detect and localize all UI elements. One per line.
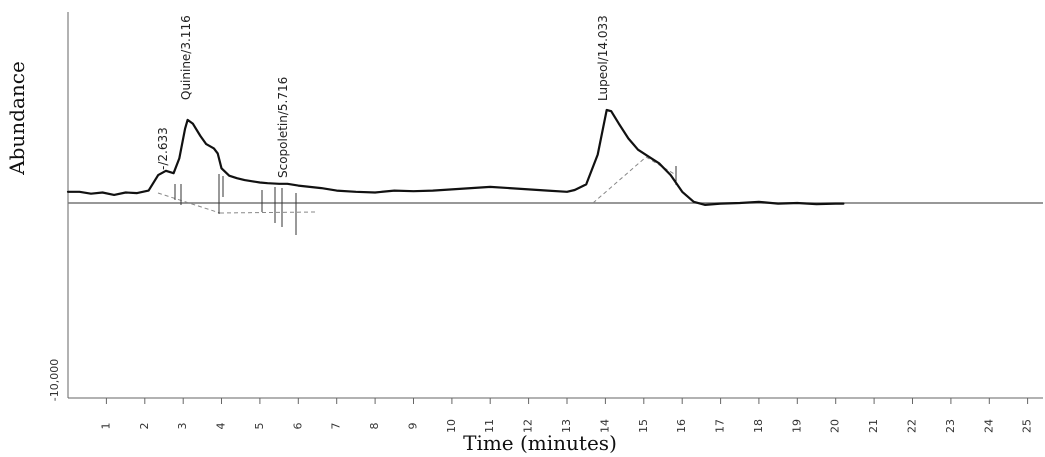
x-tick-label: 3 — [176, 423, 189, 430]
integration-line-2 — [219, 211, 316, 214]
y-tick-label: -10,000 — [48, 359, 61, 401]
chromatogram-trace — [66, 108, 845, 206]
peak-annotation: Lupeol/14.033 — [596, 15, 610, 101]
y-axis-label: Abundance — [5, 61, 29, 176]
integration-layer — [157, 156, 677, 235]
tick-layer: 1 2 3 4 5 6 7 8 9 10 11 12 13 14 15 16 17 18 19 20 21 22 23 24 2… — [99, 398, 1034, 433]
x-tick-label: 9 — [407, 423, 420, 430]
integration-line-3 — [592, 156, 647, 204]
x-tick-label: 1 — [99, 423, 112, 430]
x-tick-label: 8 — [368, 423, 381, 430]
x-tick-label: 25 — [1021, 419, 1034, 433]
x-tick-label: 23 — [944, 419, 957, 433]
x-tick-label: 15 — [637, 419, 650, 433]
annotation-layer: -/2.633 Quinine/3.116 Scopoletin/5.716 Lupe… — [156, 15, 610, 178]
axes-layer: Abundance Time (minutes) -10,000 — [5, 12, 1043, 455]
peak-annotation: Quinine/3.116 — [179, 15, 193, 100]
x-tick-label: 22 — [906, 419, 919, 433]
x-tick-label: 21 — [867, 419, 880, 433]
trace-layer — [66, 108, 845, 206]
x-tick-label: 18 — [752, 419, 765, 433]
x-tick-label: 5 — [253, 423, 266, 430]
x-tick-label: 19 — [790, 419, 803, 433]
x-tick-label: 6 — [291, 423, 304, 430]
x-tick-label: 20 — [829, 419, 842, 433]
x-tick-label: 16 — [675, 419, 688, 433]
x-tick-label: 10 — [445, 419, 458, 433]
peak-annotation: Scopoletin/5.716 — [276, 77, 290, 178]
peak-annotation: -/2.633 — [156, 127, 170, 170]
x-tick-label: 24 — [982, 419, 995, 433]
x-tick-label: 17 — [714, 419, 727, 433]
x-tick-label: 14 — [598, 419, 611, 433]
x-axis-label: Time (minutes) — [463, 431, 617, 455]
x-tick-label: 11 — [483, 419, 496, 433]
integration-line-1 — [157, 192, 221, 214]
x-tick-label: 7 — [330, 423, 343, 430]
x-tick-label: 13 — [560, 419, 573, 433]
x-tick-label: 12 — [522, 419, 535, 433]
x-tick-label: 4 — [215, 423, 228, 430]
x-tick-label: 2 — [138, 423, 151, 430]
